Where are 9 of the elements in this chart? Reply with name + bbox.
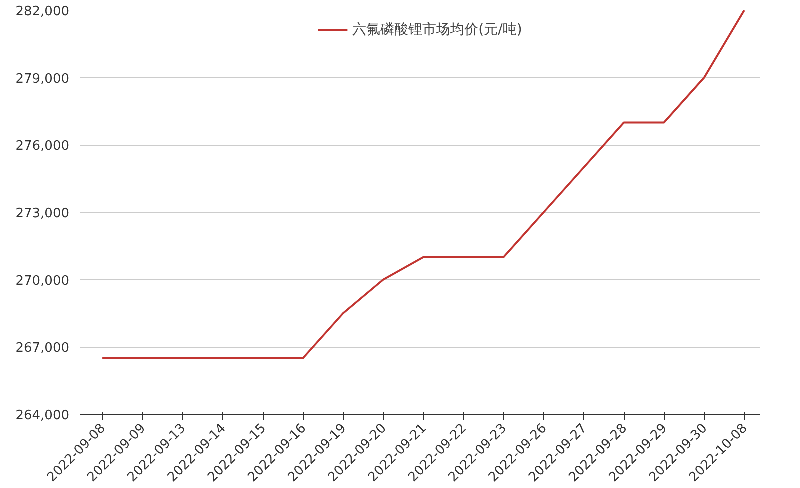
y-tick-label: 264,000 bbox=[16, 408, 70, 424]
y-tick-label: 282,000 bbox=[16, 4, 70, 20]
y-tick-label: 273,000 bbox=[16, 206, 70, 222]
line-series bbox=[102, 10, 746, 360]
legend-label: 六氟磷酸锂市场均价(元/吨) bbox=[352, 21, 522, 39]
y-tick-label: 267,000 bbox=[16, 341, 70, 356]
y-tick-label: 270,000 bbox=[16, 274, 70, 289]
y-tick-label: 279,000 bbox=[16, 72, 70, 87]
y-tick-label: 276,000 bbox=[16, 139, 70, 154]
